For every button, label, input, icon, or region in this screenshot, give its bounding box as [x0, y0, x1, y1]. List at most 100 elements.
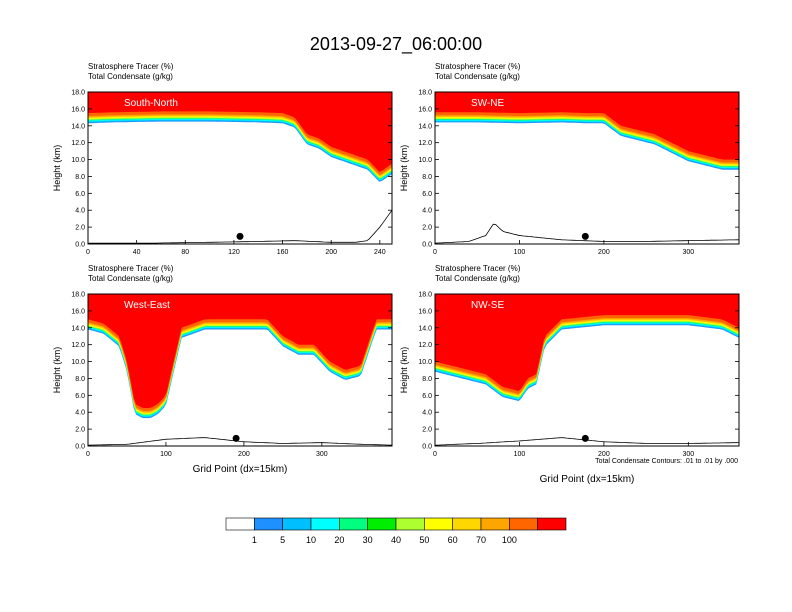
panels: South-North 0.0 2.0 4.0 6.0 8.0 10.0 12.0 14.0 16…: [52, 62, 740, 485]
x-tick-label: 300: [316, 451, 328, 458]
terrain-contour: [88, 437, 392, 446]
y-tick-label: 4.0: [422, 410, 432, 417]
y-axis-label: Height (km): [52, 145, 62, 192]
y-tick-label: 16.0: [71, 106, 85, 113]
x-axis-label: Grid Point (dx=15km): [540, 474, 635, 485]
contour-note: Total Condensate Contours: .01 to .01 by…: [595, 458, 738, 465]
x-tick-label: 100: [160, 451, 172, 458]
y-tick-label: 14.0: [418, 123, 432, 130]
colorbar-label: 10: [306, 535, 316, 545]
subtitle-condensate: Total Condensate (g/kg): [435, 72, 520, 81]
y-tick-label: 14.0: [71, 123, 85, 130]
terrain-contour: [88, 209, 392, 244]
colorbar-swatch: [395, 517, 425, 531]
x-tick-label: 80: [181, 249, 189, 256]
x-tick-label: 300: [682, 249, 694, 256]
tracer-band: [88, 92, 392, 172]
panel-south-north: South-North 0.0 2.0 4.0 6.0 8.0 10.0 12.0 14.0 16…: [52, 62, 393, 256]
y-tick-label: 6.0: [75, 393, 85, 400]
x-tick-label: 120: [228, 249, 240, 256]
y-tick-label: 8.0: [422, 174, 432, 181]
y-tick-label: 6.0: [422, 393, 432, 400]
x-tick-label: 0: [433, 249, 437, 256]
subtitle-tracer: Stratosphere Tracer (%): [88, 62, 174, 71]
y-tick-label: 0.0: [75, 242, 85, 249]
colorbar-label: 20: [334, 535, 344, 545]
x-tick-label: 240: [374, 249, 386, 256]
y-axis-label: Height (km): [399, 347, 409, 394]
y-tick-label: 6.0: [422, 191, 432, 198]
y-tick-label: 4.0: [75, 208, 85, 215]
tracer-field: [435, 294, 739, 446]
x-tick-label: 200: [598, 249, 610, 256]
colorbar-label: 100: [502, 535, 517, 545]
x-tick-label: 200: [598, 451, 610, 458]
panel-label: SW-NE: [471, 98, 504, 109]
y-axis-label: Height (km): [399, 145, 409, 192]
x-tick-label: 0: [86, 249, 90, 256]
y-tick-label: 10.0: [71, 157, 85, 164]
x-tick-label: 0: [86, 451, 90, 458]
tracer-band: [88, 294, 392, 408]
tracer-field: [88, 92, 392, 244]
colorbar-swatch: [339, 517, 368, 531]
tracer-field: [435, 92, 739, 244]
tracer-field: [88, 294, 392, 446]
colorbar-swatch: [254, 517, 283, 531]
subtitle-tracer: Stratosphere Tracer (%): [435, 264, 521, 273]
y-tick-label: 12.0: [71, 140, 85, 147]
y-tick-label: 4.0: [75, 410, 85, 417]
colorbar-label: 50: [419, 535, 429, 545]
panel-label: South-North: [124, 98, 178, 109]
y-tick-label: 8.0: [75, 376, 85, 383]
location-marker: [232, 434, 240, 442]
location-marker: [236, 232, 244, 240]
y-tick-label: 6.0: [75, 191, 85, 198]
figure-title: 2013-09-27_06:00:00: [310, 34, 482, 55]
plot-frame: [434, 293, 740, 447]
colorbar-label: 60: [448, 535, 458, 545]
colorbar: 1 5 10 20 30 40 50 60 70 100: [225, 517, 567, 545]
y-tick-label: 4.0: [422, 208, 432, 215]
y-tick-label: 2.0: [422, 225, 432, 232]
y-tick-label: 14.0: [71, 325, 85, 332]
colorbar-swatch: [452, 517, 482, 531]
subtitle-tracer: Stratosphere Tracer (%): [88, 264, 174, 273]
colorbar-swatch: [509, 517, 538, 531]
y-tick-label: 16.0: [418, 308, 432, 315]
colorbar-swatch: [225, 517, 255, 531]
colorbar-swatch: [367, 517, 397, 531]
subtitle-tracer: Stratosphere Tracer (%): [435, 62, 521, 71]
y-tick-label: 8.0: [422, 376, 432, 383]
x-tick-label: 300: [682, 451, 694, 458]
y-tick-label: 12.0: [418, 140, 432, 147]
colorbar-label: 30: [363, 535, 373, 545]
panel-label: NW-SE: [471, 300, 504, 311]
y-tick-label: 18.0: [418, 90, 432, 97]
y-tick-label: 12.0: [418, 342, 432, 349]
y-tick-label: 10.0: [418, 157, 432, 164]
y-axis-label: Height (km): [52, 347, 62, 394]
y-tick-label: 10.0: [71, 359, 85, 366]
y-tick-label: 14.0: [418, 325, 432, 332]
y-tick-label: 0.0: [422, 242, 432, 249]
colorbar-label: 1: [252, 535, 257, 545]
panel-sw-ne: SW-NE 0.0 2.0 4.0 6.0 8.0 10.0 12.0 14.0 16.0 18.0…: [399, 62, 740, 256]
x-tick-label: 100: [514, 249, 526, 256]
x-tick-label: 100: [514, 451, 526, 458]
plot-frame: [87, 293, 393, 447]
y-tick-label: 18.0: [71, 90, 85, 97]
colorbar-swatch: [537, 517, 567, 531]
subtitle-condensate: Total Condensate (g/kg): [435, 274, 520, 283]
location-marker: [581, 232, 589, 240]
colorbar-swatch: [282, 517, 312, 531]
plot-frame: [434, 91, 740, 245]
colorbar-swatch: [310, 517, 340, 531]
x-tick-label: 40: [133, 249, 141, 256]
panel-west-east: West-East 0.0 2.0 4.0 6.0 8.0 10.0 12.0 14.0 16.0…: [52, 264, 393, 458]
panel-nw-se: NW-SE 0.0 2.0 4.0 6.0 8.0 10.0 12.0 14.0 16.0 18.0…: [399, 264, 740, 458]
plot-frame: [87, 91, 393, 245]
x-axis-label: Grid Point (dx=15km): [193, 464, 288, 475]
subtitle-condensate: Total Condensate (g/kg): [88, 72, 173, 81]
